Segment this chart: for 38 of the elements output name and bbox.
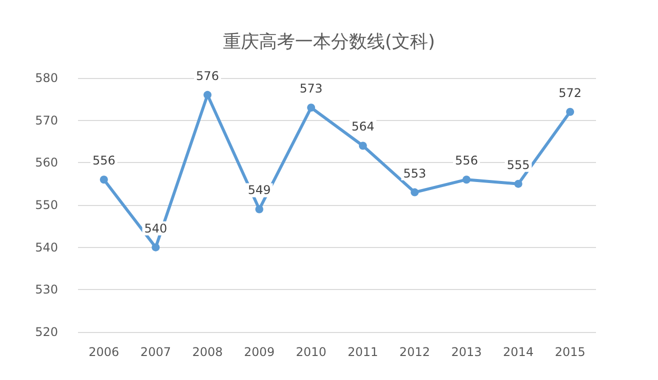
x-tick-label: 2010: [296, 345, 326, 359]
point: [255, 205, 264, 214]
data-label: 555: [506, 158, 530, 172]
x-tick-label: 2012: [399, 345, 430, 359]
point: [514, 180, 522, 188]
point: [152, 243, 160, 252]
y-tick-label: 580: [35, 71, 58, 85]
x-tick-label: 2015: [554, 345, 586, 359]
data-label: 556: [455, 154, 478, 168]
data-label: 573: [300, 82, 323, 96]
y-tick-label: 550: [35, 198, 58, 212]
x-tick-label: 2008: [192, 345, 223, 359]
point: [204, 90, 212, 99]
data-label: 540: [144, 221, 168, 236]
x-tick-label: 2009: [244, 345, 275, 359]
point: [566, 108, 574, 116]
x-tick-label: 2007: [140, 345, 171, 359]
point: [410, 188, 419, 196]
y-tick-label: 570: [35, 113, 58, 128]
data-label: 556: [92, 154, 116, 168]
y-tick-label: 560: [35, 156, 58, 170]
y-tick-label: 520: [35, 325, 58, 339]
point: [358, 142, 367, 150]
data-label: 572: [558, 86, 582, 100]
point: [307, 104, 316, 112]
y-tick-label: 530: [35, 282, 58, 297]
y-tick-label: 540: [35, 240, 58, 254]
data-label: 553: [403, 166, 426, 180]
data-label: 576: [196, 68, 219, 83]
x-tick-label: 2013: [451, 345, 482, 359]
data-label: 564: [351, 120, 374, 134]
point: [100, 176, 108, 184]
point: [462, 176, 470, 184]
x-tick-label: 2006: [88, 345, 120, 359]
x-tick-label: 2011: [348, 345, 378, 359]
data-label: 549: [248, 183, 271, 198]
chart-title: 重庆高考一本分数线(文科): [222, 32, 436, 52]
x-tick-label: 2014: [503, 345, 534, 359]
